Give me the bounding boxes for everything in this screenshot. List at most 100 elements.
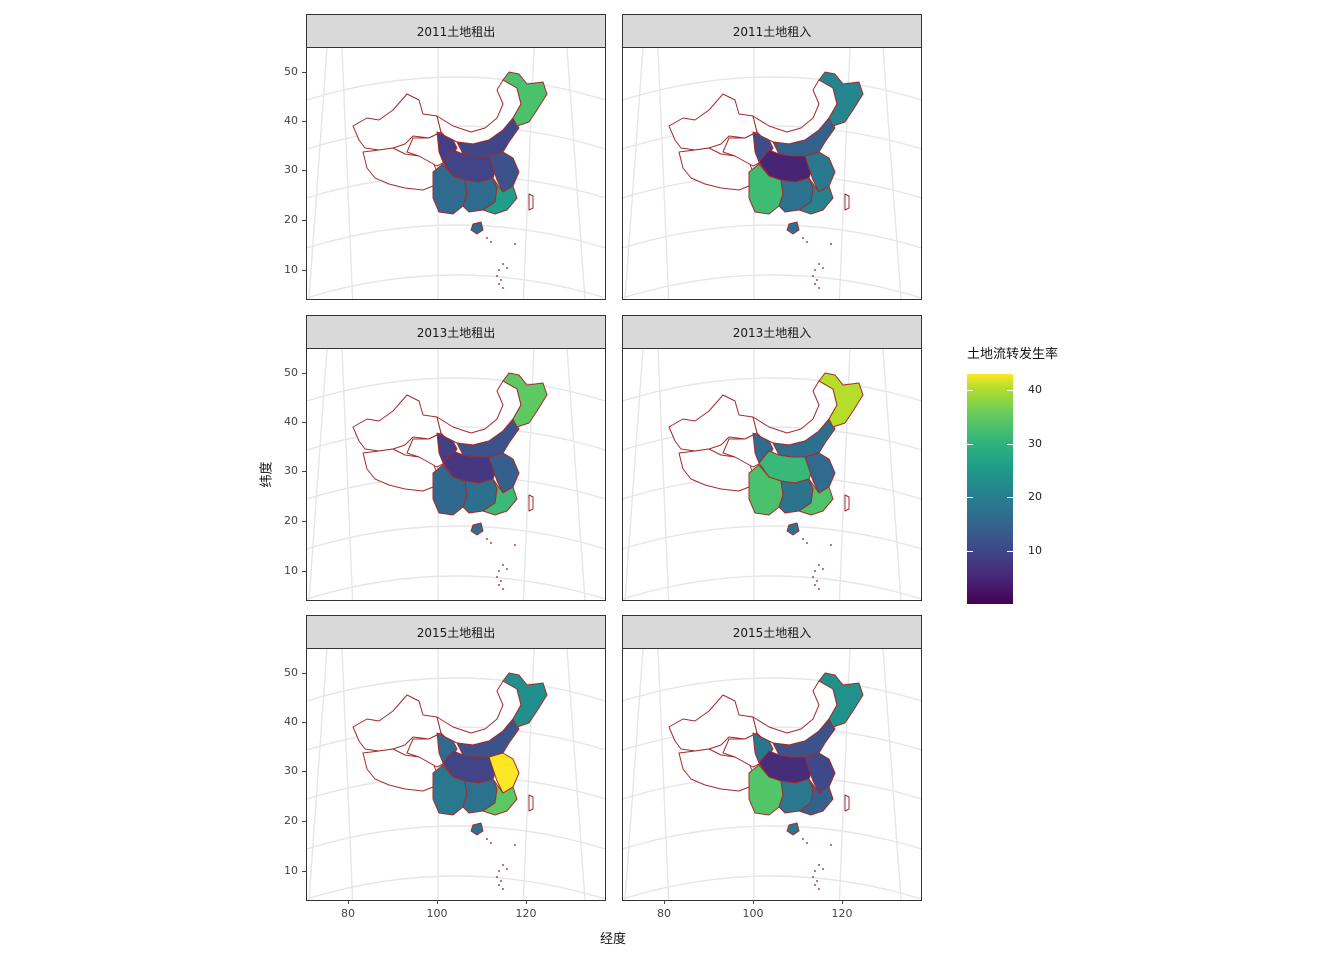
province-hainan [470,221,484,235]
legend-tick-mark [967,443,973,445]
y-tick-label: 30 [284,764,298,777]
province-region-southeast [482,177,518,215]
y-tick-mark [302,521,306,522]
y-tick-mark [302,673,306,674]
y-tick-mark [302,471,306,472]
graticule-parallel [623,76,921,101]
island-dot [486,838,488,840]
graticule-meridian [624,48,644,299]
island-dot [812,275,814,277]
legend-tick-mark [967,550,973,552]
island-dot [490,241,492,243]
y-tick-mark [302,422,306,423]
map-plot-area [622,47,922,300]
facet-strip-label: 2013土地租出 [306,315,606,349]
graticule-meridian [566,349,586,600]
island-dot [814,269,816,271]
y-tick-label: 30 [284,163,298,176]
graticule-parallel [307,224,605,249]
graticule-meridian [882,349,902,600]
china-province-map [623,349,921,600]
island-dot [816,880,818,882]
y-tick-label: 10 [284,864,298,877]
y-tick-mark [302,270,306,271]
province-region-northeast [502,71,548,127]
y-tick-label: 10 [284,564,298,577]
legend-tick-label: 20 [1028,490,1042,504]
island-dot [814,884,816,886]
graticule-parallel [307,274,605,299]
graticule-meridian [657,649,670,900]
facet-panel: 2011土地租出 [306,14,606,300]
island-dot [514,544,516,546]
graticule-meridian [341,349,354,600]
graticule-meridian [882,48,902,299]
x-tick-mark [753,900,754,904]
map-plot-area [306,648,606,901]
province-region-southeast [482,778,518,816]
island-dot [830,544,832,546]
facet-panel: 2015土地租出 [306,615,606,901]
island-dot [818,263,820,265]
island-dot [500,279,502,281]
island-dot [496,275,498,277]
x-tick-mark [664,900,665,904]
island-dot [496,876,498,878]
province-region-northeast [818,372,864,428]
map-plot-area [306,348,606,601]
south-sea-islands [486,538,516,590]
island-dot [506,868,508,870]
legend-tick-mark [1007,497,1013,499]
graticule-meridian [657,48,670,299]
island-dot [830,844,832,846]
y-tick-mark [302,373,306,374]
graticule-parallel [623,274,921,299]
island-dot [818,864,820,866]
x-tick-mark [348,900,349,904]
legend-colorbar [967,374,1013,604]
island-dot [502,588,504,590]
y-tick-label: 50 [284,366,298,379]
graticule-parallel [623,677,921,702]
province-region-southeast [798,478,834,516]
island-dot [814,570,816,572]
graticule-parallel [623,575,921,600]
island-dot [502,263,504,265]
y-tick-label: 50 [284,65,298,78]
legend-tick-mark [1007,443,1013,445]
y-tick-mark [302,871,306,872]
facet-strip-label: 2011土地租入 [622,14,922,48]
graticule-meridian [308,48,328,299]
island-dot [802,237,804,239]
province-region-southeast [798,778,834,816]
south-sea-islands [802,838,832,890]
facet-strip-label: 2011土地租出 [306,14,606,48]
china-province-map [307,48,605,299]
island-dot [802,838,804,840]
south-sea-islands [802,237,832,289]
graticule-meridian [341,48,354,299]
island-dot [498,870,500,872]
map-plot-area [306,47,606,300]
x-tick-label: 80 [341,907,355,920]
island-dot [822,568,824,570]
provinces [352,672,548,836]
island-dot [830,243,832,245]
island-dot [498,584,500,586]
y-tick-label: 40 [284,415,298,428]
graticule-parallel [307,575,605,600]
island-dot [812,576,814,578]
graticule-meridian [657,349,670,600]
island-dot [498,283,500,285]
graticule-meridian [624,649,644,900]
graticule-parallel [623,525,921,550]
facet-strip-label: 2015土地租入 [622,615,922,649]
province-hainan [470,522,484,536]
x-tick-mark [437,900,438,904]
provinces [352,71,548,235]
province-taiwan [528,794,534,812]
facet-panel: 2015土地租入 [622,615,922,901]
island-dot [502,287,504,289]
y-tick-mark [302,821,306,822]
graticule-meridian [308,649,328,900]
